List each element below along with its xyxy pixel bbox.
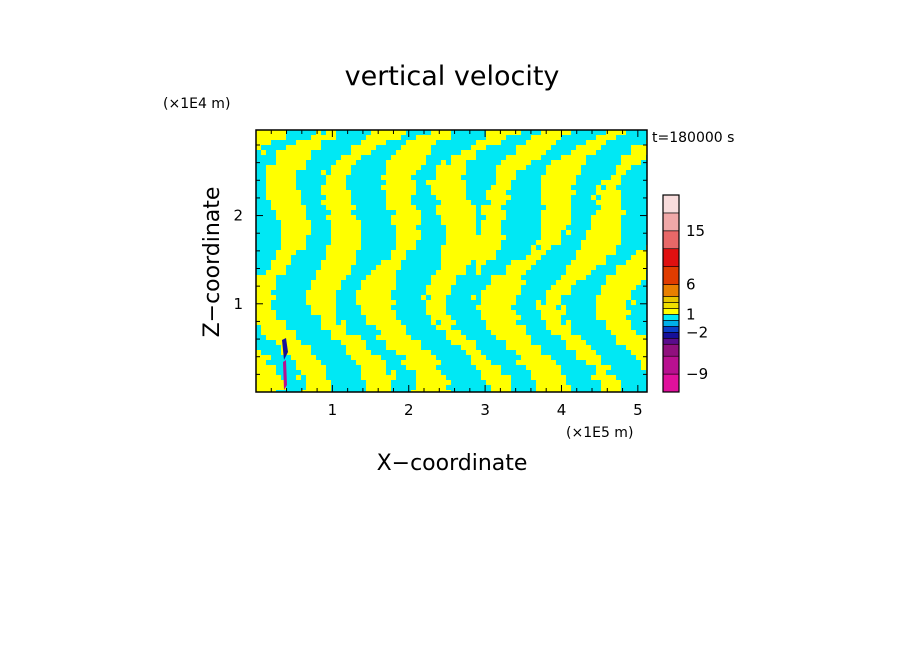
colorbar-segment — [662, 266, 680, 285]
colorbar-frame — [662, 194, 680, 393]
colorbar-segment — [662, 230, 680, 250]
x-tick-label: 3 — [480, 401, 490, 419]
colorbar-segment — [662, 302, 680, 309]
x-tick-label: 2 — [404, 401, 414, 419]
colorbar-segment — [662, 284, 680, 297]
colorbar-segment — [662, 194, 680, 214]
x-tick-label: 5 — [633, 401, 643, 419]
y-tick-label: 1 — [233, 295, 243, 313]
x-scale-label: (×1E5 m) — [566, 425, 633, 441]
colorbar-segment — [662, 332, 680, 339]
colorbar-segment — [662, 326, 680, 333]
x-axis-label: X−coordinate — [377, 451, 528, 476]
colorbar-label: 1 — [686, 305, 696, 323]
y-axis-label: Z−coordinate — [200, 187, 225, 338]
colorbar-segment — [662, 308, 680, 315]
colorbar-label: 15 — [686, 222, 705, 240]
y-tick-label: 2 — [233, 207, 243, 225]
colorbar-segment — [662, 314, 680, 321]
colorbar-segment — [662, 337, 680, 345]
x-tick-label: 1 — [328, 401, 338, 419]
time-label: t=180000 s — [652, 130, 734, 146]
colorbar-label: −2 — [686, 323, 708, 341]
colorbar-segment — [662, 343, 680, 357]
colorbar-label: 6 — [686, 276, 696, 294]
x-tick-label: 4 — [557, 401, 567, 419]
strong-downdraft-patch — [282, 338, 288, 360]
plot-frame — [255, 129, 648, 393]
colorbar-label: −9 — [686, 365, 708, 383]
colorbar-segment — [662, 320, 680, 327]
axis-ticks: 1 2 3 4 5 1 2 — [233, 130, 647, 419]
y-scale-label: (×1E4 m) — [163, 96, 230, 112]
colorbar-segment — [662, 355, 680, 375]
colorbar: 15 6 1−2 −9 — [662, 194, 708, 393]
velocity-field — [256, 130, 647, 392]
chart-title: vertical velocity — [345, 61, 560, 92]
strong-downdraft-patch — [283, 360, 287, 390]
colorbar-segment — [662, 248, 680, 267]
positive-velocity-region — [256, 130, 647, 392]
colorbar-segment — [662, 212, 680, 232]
colorbar-segment — [662, 373, 680, 393]
colorbar-segment — [662, 296, 680, 303]
